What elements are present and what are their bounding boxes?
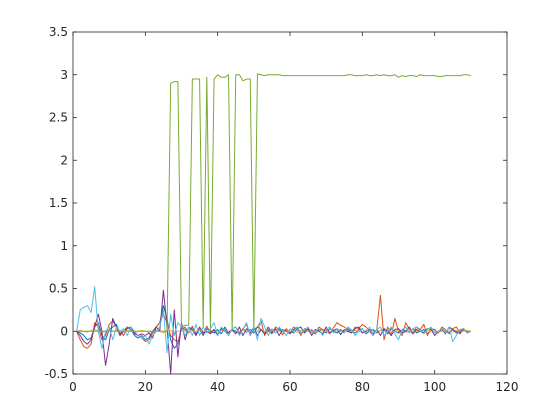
y-tick-label: 0 (60, 324, 68, 338)
series-line-5 (76, 73, 471, 332)
x-tick-label: 0 (69, 380, 77, 394)
x-tick-label: 120 (496, 380, 519, 394)
axis-layer: 0 20 40 60 80 100 120-0.500.511.522.533.5 (45, 25, 519, 394)
x-tick-label: 60 (282, 380, 297, 394)
series-line-6 (76, 286, 472, 354)
x-tick-label: 100 (423, 380, 446, 394)
x-tick-label: 40 (210, 380, 225, 394)
series-layer (76, 73, 472, 375)
y-tick-label: 3 (60, 68, 68, 82)
y-tick-label: -0.5 (45, 367, 68, 381)
x-tick-label: 20 (138, 380, 153, 394)
y-tick-label: 1 (60, 239, 68, 253)
y-tick-label: 2.5 (49, 111, 68, 125)
x-tick-label: 80 (355, 380, 370, 394)
y-tick-label: 2 (60, 153, 68, 167)
y-tick-label: 0.5 (49, 282, 68, 296)
y-tick-label: 3.5 (49, 25, 68, 39)
y-tick-label: 1.5 (49, 196, 68, 210)
